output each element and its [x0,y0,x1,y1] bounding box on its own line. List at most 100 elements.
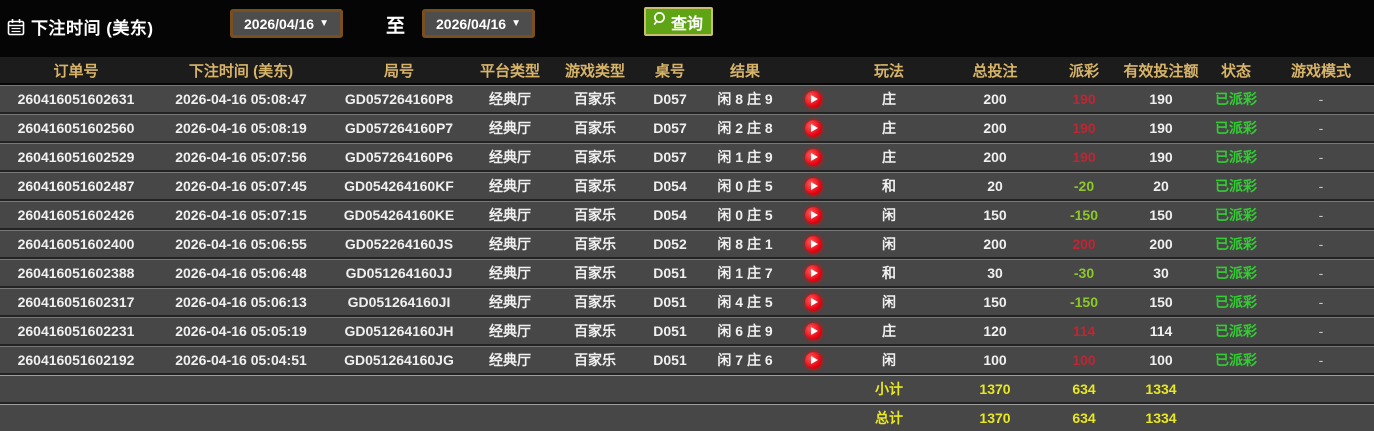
cell-game: 百家乐 [552,288,638,317]
cell-mode [1268,375,1374,404]
cell-play [788,85,838,114]
cell-round [330,375,468,404]
cell-play [788,143,838,172]
cell-valid_bet: 200 [1118,230,1204,259]
cell-time: 2026-04-16 05:07:45 [152,172,330,201]
cell-platform: 经典厅 [468,114,552,143]
cell-total_bet: 150 [940,201,1050,230]
cell-bet_type: 闲 [838,288,940,317]
cell-table_no: D051 [638,288,702,317]
cell-round: GD051264160JG [330,346,468,375]
cell-payout: -20 [1050,172,1118,201]
cell-status: 已派彩 [1204,259,1268,288]
cell-status [1204,404,1268,431]
cell-platform: 经典厅 [468,230,552,259]
play-video-icon[interactable] [804,119,822,137]
cell-mode [1268,404,1374,431]
cell-round: GD054264160KF [330,172,468,201]
cell-payout: 190 [1050,114,1118,143]
play-video-icon[interactable] [804,206,822,224]
col-header-table_no: 桌号 [638,57,702,85]
date-from-select[interactable]: 2026/04/16 ▼ [230,9,343,38]
cell-bet_type: 庄 [838,143,940,172]
play-video-icon[interactable] [804,322,822,340]
play-video-icon[interactable] [804,293,822,311]
chevron-down-icon: ▼ [511,17,521,29]
cell-status [1204,375,1268,404]
cell-table_no: D052 [638,230,702,259]
cell-order [0,404,152,431]
cell-table_no [638,375,702,404]
cell-time: 2026-04-16 05:06:55 [152,230,330,259]
search-button[interactable]: 查询 [644,7,714,36]
table-header-row: 订单号 下注时间 (美东) 局号 平台类型 游戏类型 桌号 结果 玩法 总投注 派彩 有效投注额 状态… [0,57,1374,85]
cell-payout: 634 [1050,404,1118,431]
cell-bet_type: 闲 [838,230,940,259]
cell-mode: - [1268,288,1374,317]
col-header-order: 订单号 [0,57,152,85]
cell-play [788,172,838,201]
cell-valid_bet: 190 [1118,85,1204,114]
cell-total_bet: 200 [940,230,1050,259]
search-icon [652,11,668,32]
cell-total_bet: 1370 [940,404,1050,431]
cell-bet_type: 庄 [838,114,940,143]
play-video-icon[interactable] [804,235,822,253]
date-to-value: 2026/04/16 [436,15,507,32]
cell-table_no: D051 [638,259,702,288]
search-button-label: 查询 [671,15,704,33]
cell-order: 260416051602631 [0,85,152,114]
table-row: 260416051602192 2026-04-16 05:04:51 GD0512… [0,346,1374,375]
cell-bet_type: 闲 [838,201,940,230]
cell-order: 260416051602426 [0,201,152,230]
cell-table_no: D057 [638,85,702,114]
cell-platform: 经典厅 [468,288,552,317]
col-header-result: 结果 [702,57,788,85]
cell-round: GD051264160JI [330,288,468,317]
cell-play [788,317,838,346]
chevron-down-icon: ▼ [319,17,329,29]
col-header-platform: 平台类型 [468,57,552,85]
cell-result: 闲 1 庄 7 [702,259,788,288]
cell-mode: - [1268,230,1374,259]
cell-total_bet: 120 [940,317,1050,346]
to-label: 至 [386,16,406,37]
cell-time: 2026-04-16 05:08:19 [152,114,330,143]
col-header-total_bet: 总投注 [940,57,1050,85]
table-row: 260416051602631 2026-04-16 05:08:47 GD0572… [0,85,1374,114]
cell-total_bet: 20 [940,172,1050,201]
cell-game: 百家乐 [552,85,638,114]
cell-result: 闲 1 庄 9 [702,143,788,172]
cell-round: GD057264160P7 [330,114,468,143]
cell-time: 2026-04-16 05:08:47 [152,85,330,114]
cell-bet_type: 闲 [838,346,940,375]
cell-round: GD051264160JJ [330,259,468,288]
play-video-icon[interactable] [804,90,822,108]
cell-order: 260416051602192 [0,346,152,375]
col-header-payout: 派彩 [1050,57,1118,85]
table-row: 260416051602487 2026-04-16 05:07:45 GD0542… [0,172,1374,201]
cell-valid_bet: 114 [1118,317,1204,346]
col-header-round: 局号 [330,57,468,85]
bet-time-filter-label-group: 下注时间 (美东) [7,14,154,39]
play-video-icon[interactable] [804,264,822,282]
cell-valid_bet: 20 [1118,172,1204,201]
cell-time: 2026-04-16 05:07:56 [152,143,330,172]
date-from-value: 2026/04/16 [244,15,315,32]
cell-status: 已派彩 [1204,172,1268,201]
cell-game: 百家乐 [552,201,638,230]
cell-status: 已派彩 [1204,288,1268,317]
table-row: 260416051602388 2026-04-16 05:06:48 GD0512… [0,259,1374,288]
cell-game [552,404,638,431]
play-video-icon[interactable] [804,177,822,195]
col-header-mode: 游戏模式 [1268,57,1374,85]
cell-round: GD057264160P6 [330,143,468,172]
cell-platform: 经典厅 [468,143,552,172]
play-video-icon[interactable] [804,148,822,166]
play-video-icon[interactable] [804,351,822,369]
cell-time: 2026-04-16 05:06:48 [152,259,330,288]
cell-bet_type: 庄 [838,317,940,346]
date-to-select[interactable]: 2026/04/16 ▼ [422,9,535,38]
cell-status: 已派彩 [1204,114,1268,143]
cell-table_no: D057 [638,114,702,143]
